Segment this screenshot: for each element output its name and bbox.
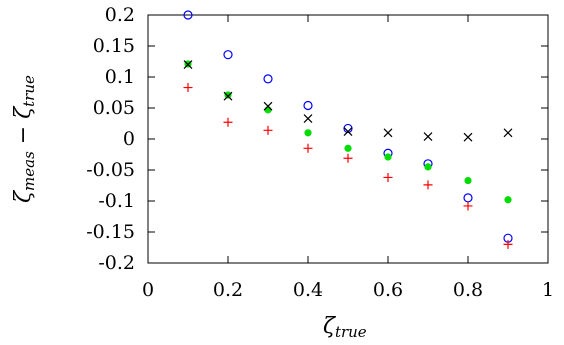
axis-ticks	[147, 14, 549, 264]
y-tick-label: 0.05	[93, 97, 135, 119]
data-point-filled-circle	[224, 91, 232, 99]
data-point-cross	[223, 91, 233, 101]
data-point-cross	[263, 101, 273, 111]
y-tick-label: -0.2	[98, 252, 135, 274]
y-tick-label: -0.1	[98, 190, 135, 212]
data-point-filled-circle	[464, 176, 472, 185]
y-tick-label: 0	[123, 128, 135, 150]
y-axis-label: ζmeas − ζtrue	[11, 75, 38, 203]
tick-labels: 0 0.2 0.4 0.6 0.8 1 0.2 0.15 0.1 0.05 0 -0.05 -0.1 -0…	[86, 4, 554, 301]
data-point-filled-circle	[504, 196, 512, 204]
x-axis-label: ζtrue	[323, 314, 367, 341]
data-point-plus	[503, 239, 513, 249]
data-point-filled-circle	[344, 144, 352, 152]
data-point-filled-circle	[304, 129, 312, 137]
data-point-plus	[183, 83, 193, 93]
data-point-open-circle	[463, 193, 473, 203]
data-point-cross	[463, 132, 473, 142]
x-tick-label: 0.8	[453, 279, 483, 301]
y-tick-label: 0.15	[93, 35, 135, 57]
data-point-cross	[503, 128, 513, 138]
data-point-filled-circle	[264, 106, 272, 114]
data-points	[183, 10, 513, 249]
data-point-open-circle	[303, 100, 313, 111]
x-tick-label: 1	[542, 279, 554, 301]
data-point-cross	[303, 114, 313, 123]
plot-frame	[147, 14, 549, 264]
data-point-filled-circle	[384, 153, 392, 161]
y-tick-label: 0.1	[105, 66, 135, 88]
data-point-open-circle	[223, 50, 233, 60]
y-tick-label: -0.05	[86, 159, 135, 181]
x-tick-label: 0.2	[213, 279, 243, 301]
data-point-plus	[383, 172, 393, 182]
data-point-plus	[263, 125, 273, 135]
data-point-plus	[223, 117, 233, 127]
data-point-open-circle	[263, 74, 273, 84]
data-point-open-circle	[343, 123, 353, 134]
x-tick-label: 0	[142, 279, 154, 301]
data-point-plus	[463, 201, 473, 211]
x-tick-label: 0.4	[293, 279, 323, 301]
data-point-filled-circle	[424, 163, 432, 171]
data-point-cross	[423, 132, 433, 141]
data-point-plus	[303, 143, 313, 153]
data-point-open-circle	[183, 10, 193, 20]
data-point-plus	[343, 153, 353, 163]
data-point-plus	[423, 180, 433, 190]
data-point-cross	[383, 128, 393, 138]
data-point-cross	[343, 127, 353, 136]
y-tick-label: 0.2	[105, 4, 135, 26]
y-tick-label: -0.15	[86, 221, 135, 243]
x-tick-label: 0.6	[373, 279, 403, 301]
data-point-cross	[183, 60, 193, 70]
